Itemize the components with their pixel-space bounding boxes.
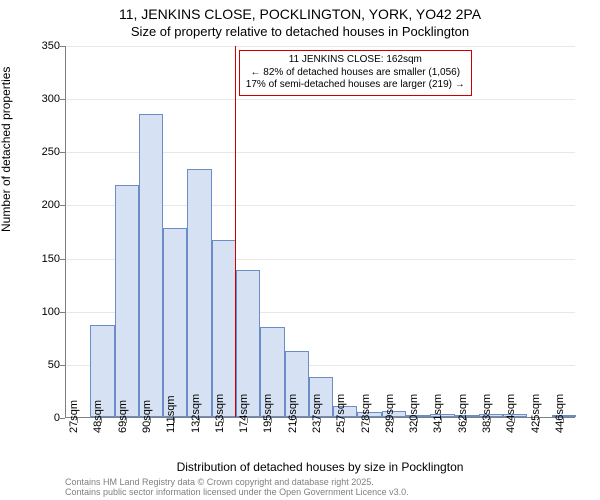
y-tick-label: 350	[20, 40, 60, 52]
histogram-bar	[139, 114, 163, 417]
y-axis-label: Number of detached properties	[0, 67, 13, 232]
marker-line	[235, 46, 236, 417]
gridline	[66, 46, 575, 47]
callout-line: ← 82% of detached houses are smaller (1,…	[246, 67, 465, 80]
chart-title: 11, JENKINS CLOSE, POCKLINGTON, YORK, YO…	[0, 6, 600, 22]
histogram-chart: 11, JENKINS CLOSE, POCKLINGTON, YORK, YO…	[0, 0, 600, 500]
callout-line: 11 JENKINS CLOSE: 162sqm	[246, 54, 465, 67]
y-tick-label: 100	[20, 306, 60, 318]
chart-subtitle: Size of property relative to detached ho…	[0, 24, 600, 39]
attribution-line: Contains public sector information licen…	[65, 488, 409, 498]
histogram-bar	[163, 228, 187, 417]
y-tick-mark	[60, 418, 65, 419]
callout-line: 17% of semi-detached houses are larger (…	[246, 79, 465, 92]
y-tick-label: 200	[20, 199, 60, 211]
histogram-bar	[187, 169, 211, 417]
marker-callout: 11 JENKINS CLOSE: 162sqm ← 82% of detach…	[239, 50, 472, 96]
histogram-bar	[115, 185, 139, 417]
y-tick-label: 300	[20, 93, 60, 105]
attribution-text: Contains HM Land Registry data © Crown c…	[65, 478, 409, 498]
gridline	[66, 99, 575, 100]
y-tick-label: 150	[20, 253, 60, 265]
y-tick-label: 50	[20, 359, 60, 371]
histogram-bar	[212, 240, 236, 417]
y-tick-label: 250	[20, 146, 60, 158]
plot-area: 11 JENKINS CLOSE: 162sqm ← 82% of detach…	[65, 46, 575, 418]
x-axis-label: Distribution of detached houses by size …	[65, 460, 575, 474]
y-tick-label: 0	[20, 412, 60, 424]
